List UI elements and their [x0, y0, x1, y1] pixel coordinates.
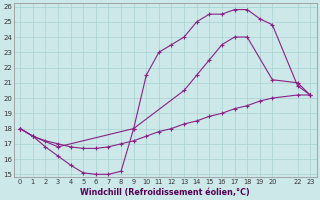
X-axis label: Windchill (Refroidissement éolien,°C): Windchill (Refroidissement éolien,°C)	[80, 188, 250, 197]
